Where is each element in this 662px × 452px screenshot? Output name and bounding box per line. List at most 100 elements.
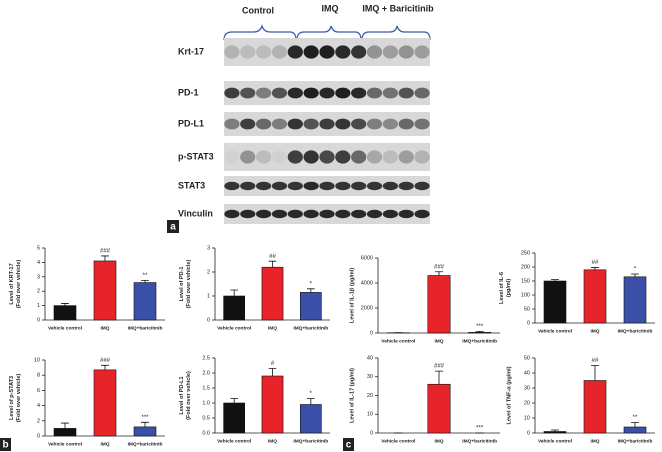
y-tick-label: 4 bbox=[37, 403, 40, 409]
brace bbox=[223, 24, 297, 41]
y-tick-label: 0 bbox=[37, 317, 40, 323]
x-tick-label: IMQ bbox=[100, 441, 109, 447]
y-tick-label: 10 bbox=[34, 357, 40, 363]
blot-band bbox=[224, 87, 240, 99]
error-bar bbox=[591, 365, 599, 381]
panel-label-box bbox=[0, 438, 11, 451]
y-tick-label: 30 bbox=[524, 385, 530, 391]
blot-row-label: Krt-17 bbox=[178, 46, 204, 56]
y-axis-label: (pg/ml) bbox=[506, 279, 512, 297]
x-tick-label: IMQ bbox=[100, 325, 109, 331]
error-bar bbox=[434, 370, 444, 385]
bar bbox=[299, 292, 322, 321]
significance-label: ### bbox=[434, 264, 445, 270]
error-bar bbox=[268, 260, 277, 268]
blot-band bbox=[224, 45, 240, 59]
y-axis-label: Level of KRT-17 bbox=[9, 263, 15, 304]
brace bbox=[361, 25, 431, 41]
blot-band bbox=[335, 118, 351, 130]
blot-band bbox=[382, 209, 398, 219]
blot-band bbox=[398, 209, 414, 219]
blot-band bbox=[271, 150, 288, 164]
blot-band bbox=[240, 181, 256, 191]
y-tick-label: 0.0 bbox=[202, 430, 210, 436]
y-tick-label: 4000 bbox=[361, 280, 373, 286]
significance-label: *** bbox=[476, 426, 484, 432]
bar bbox=[223, 402, 246, 434]
x-tick-label: IMQ+baricitinib bbox=[462, 338, 497, 344]
y-axis-label: Level of IL-1β (pg/ml) bbox=[349, 268, 355, 323]
blot-band bbox=[335, 209, 351, 219]
blot-band bbox=[303, 181, 319, 191]
blot-band bbox=[398, 45, 414, 59]
y-tick-label: 1 bbox=[37, 303, 40, 309]
x-tick-label: IMQ bbox=[434, 438, 443, 444]
y-tick-label: 5 bbox=[37, 245, 40, 251]
bar bbox=[299, 404, 322, 434]
blot-band bbox=[382, 45, 398, 59]
blot-band bbox=[335, 150, 351, 164]
y-axis-label: (Fold over vehicle) bbox=[16, 374, 22, 423]
x-tick-label: Vehicle control bbox=[381, 338, 415, 344]
blot-band bbox=[351, 181, 367, 191]
bar bbox=[468, 332, 492, 334]
panel-label: a bbox=[170, 222, 176, 233]
y-axis-label: Level of PD-L1 bbox=[179, 376, 185, 414]
blot-band bbox=[319, 181, 335, 191]
error-bar bbox=[141, 421, 149, 427]
x-tick-label: IMQ+baricitinib bbox=[128, 325, 163, 331]
y-tick-label: 2 bbox=[207, 269, 210, 275]
blot-band bbox=[366, 209, 383, 219]
significance-label: *** bbox=[141, 415, 149, 421]
blot-band bbox=[319, 150, 335, 164]
blot-band bbox=[319, 118, 335, 130]
blot-band bbox=[240, 87, 256, 99]
significance-label: ## bbox=[592, 358, 599, 364]
x-tick-label: IMQ+baricitinib bbox=[293, 325, 328, 331]
y-tick-label: 40 bbox=[524, 370, 530, 376]
x-tick-label: IMQ bbox=[434, 338, 443, 344]
blot-band bbox=[366, 181, 383, 191]
y-tick-label: 2.0 bbox=[202, 370, 210, 376]
blot-band bbox=[398, 118, 414, 130]
blot-band bbox=[319, 45, 335, 59]
bar bbox=[427, 275, 451, 334]
bar bbox=[133, 282, 157, 321]
significance-label: ** bbox=[633, 415, 638, 421]
significance-label: *** bbox=[476, 324, 484, 330]
bar bbox=[623, 276, 647, 324]
y-axis-label: Level of PD-1 bbox=[179, 267, 185, 302]
blot-band bbox=[240, 209, 256, 219]
x-tick-label: IMQ+baricitinib bbox=[462, 438, 497, 444]
y-tick-label: 2 bbox=[37, 289, 40, 295]
y-tick-label: 1 bbox=[207, 293, 210, 299]
blot-band bbox=[351, 87, 367, 99]
error-bar bbox=[61, 422, 69, 429]
significance-label: ## bbox=[269, 254, 276, 260]
blot-band bbox=[351, 45, 367, 59]
error-bar bbox=[268, 368, 277, 376]
brace bbox=[296, 25, 362, 41]
bar bbox=[543, 280, 567, 324]
error-bar bbox=[434, 271, 444, 276]
x-tick-label: Vehicle control bbox=[48, 325, 82, 331]
blot-band bbox=[256, 87, 272, 99]
error-bar bbox=[101, 255, 109, 261]
x-tick-label: IMQ+baricitinib bbox=[128, 441, 163, 447]
x-tick-label: Vehicle control bbox=[381, 438, 415, 444]
significance-label: * bbox=[310, 391, 313, 397]
blot-band bbox=[240, 118, 256, 130]
error-bar bbox=[101, 364, 109, 370]
y-tick-label: 0 bbox=[370, 330, 373, 336]
blot-band bbox=[351, 209, 367, 219]
bar bbox=[543, 431, 567, 434]
blot-row-label: PD-L1 bbox=[178, 118, 204, 128]
y-tick-label: 2 bbox=[37, 418, 40, 424]
x-tick-label: IMQ bbox=[590, 328, 599, 334]
x-tick-label: IMQ+baricitinib bbox=[618, 328, 653, 334]
y-tick-label: 150 bbox=[521, 278, 530, 284]
blot-band bbox=[303, 87, 319, 99]
y-tick-label: 10 bbox=[367, 412, 373, 418]
blot-band bbox=[382, 150, 398, 164]
error-bar bbox=[307, 398, 315, 405]
